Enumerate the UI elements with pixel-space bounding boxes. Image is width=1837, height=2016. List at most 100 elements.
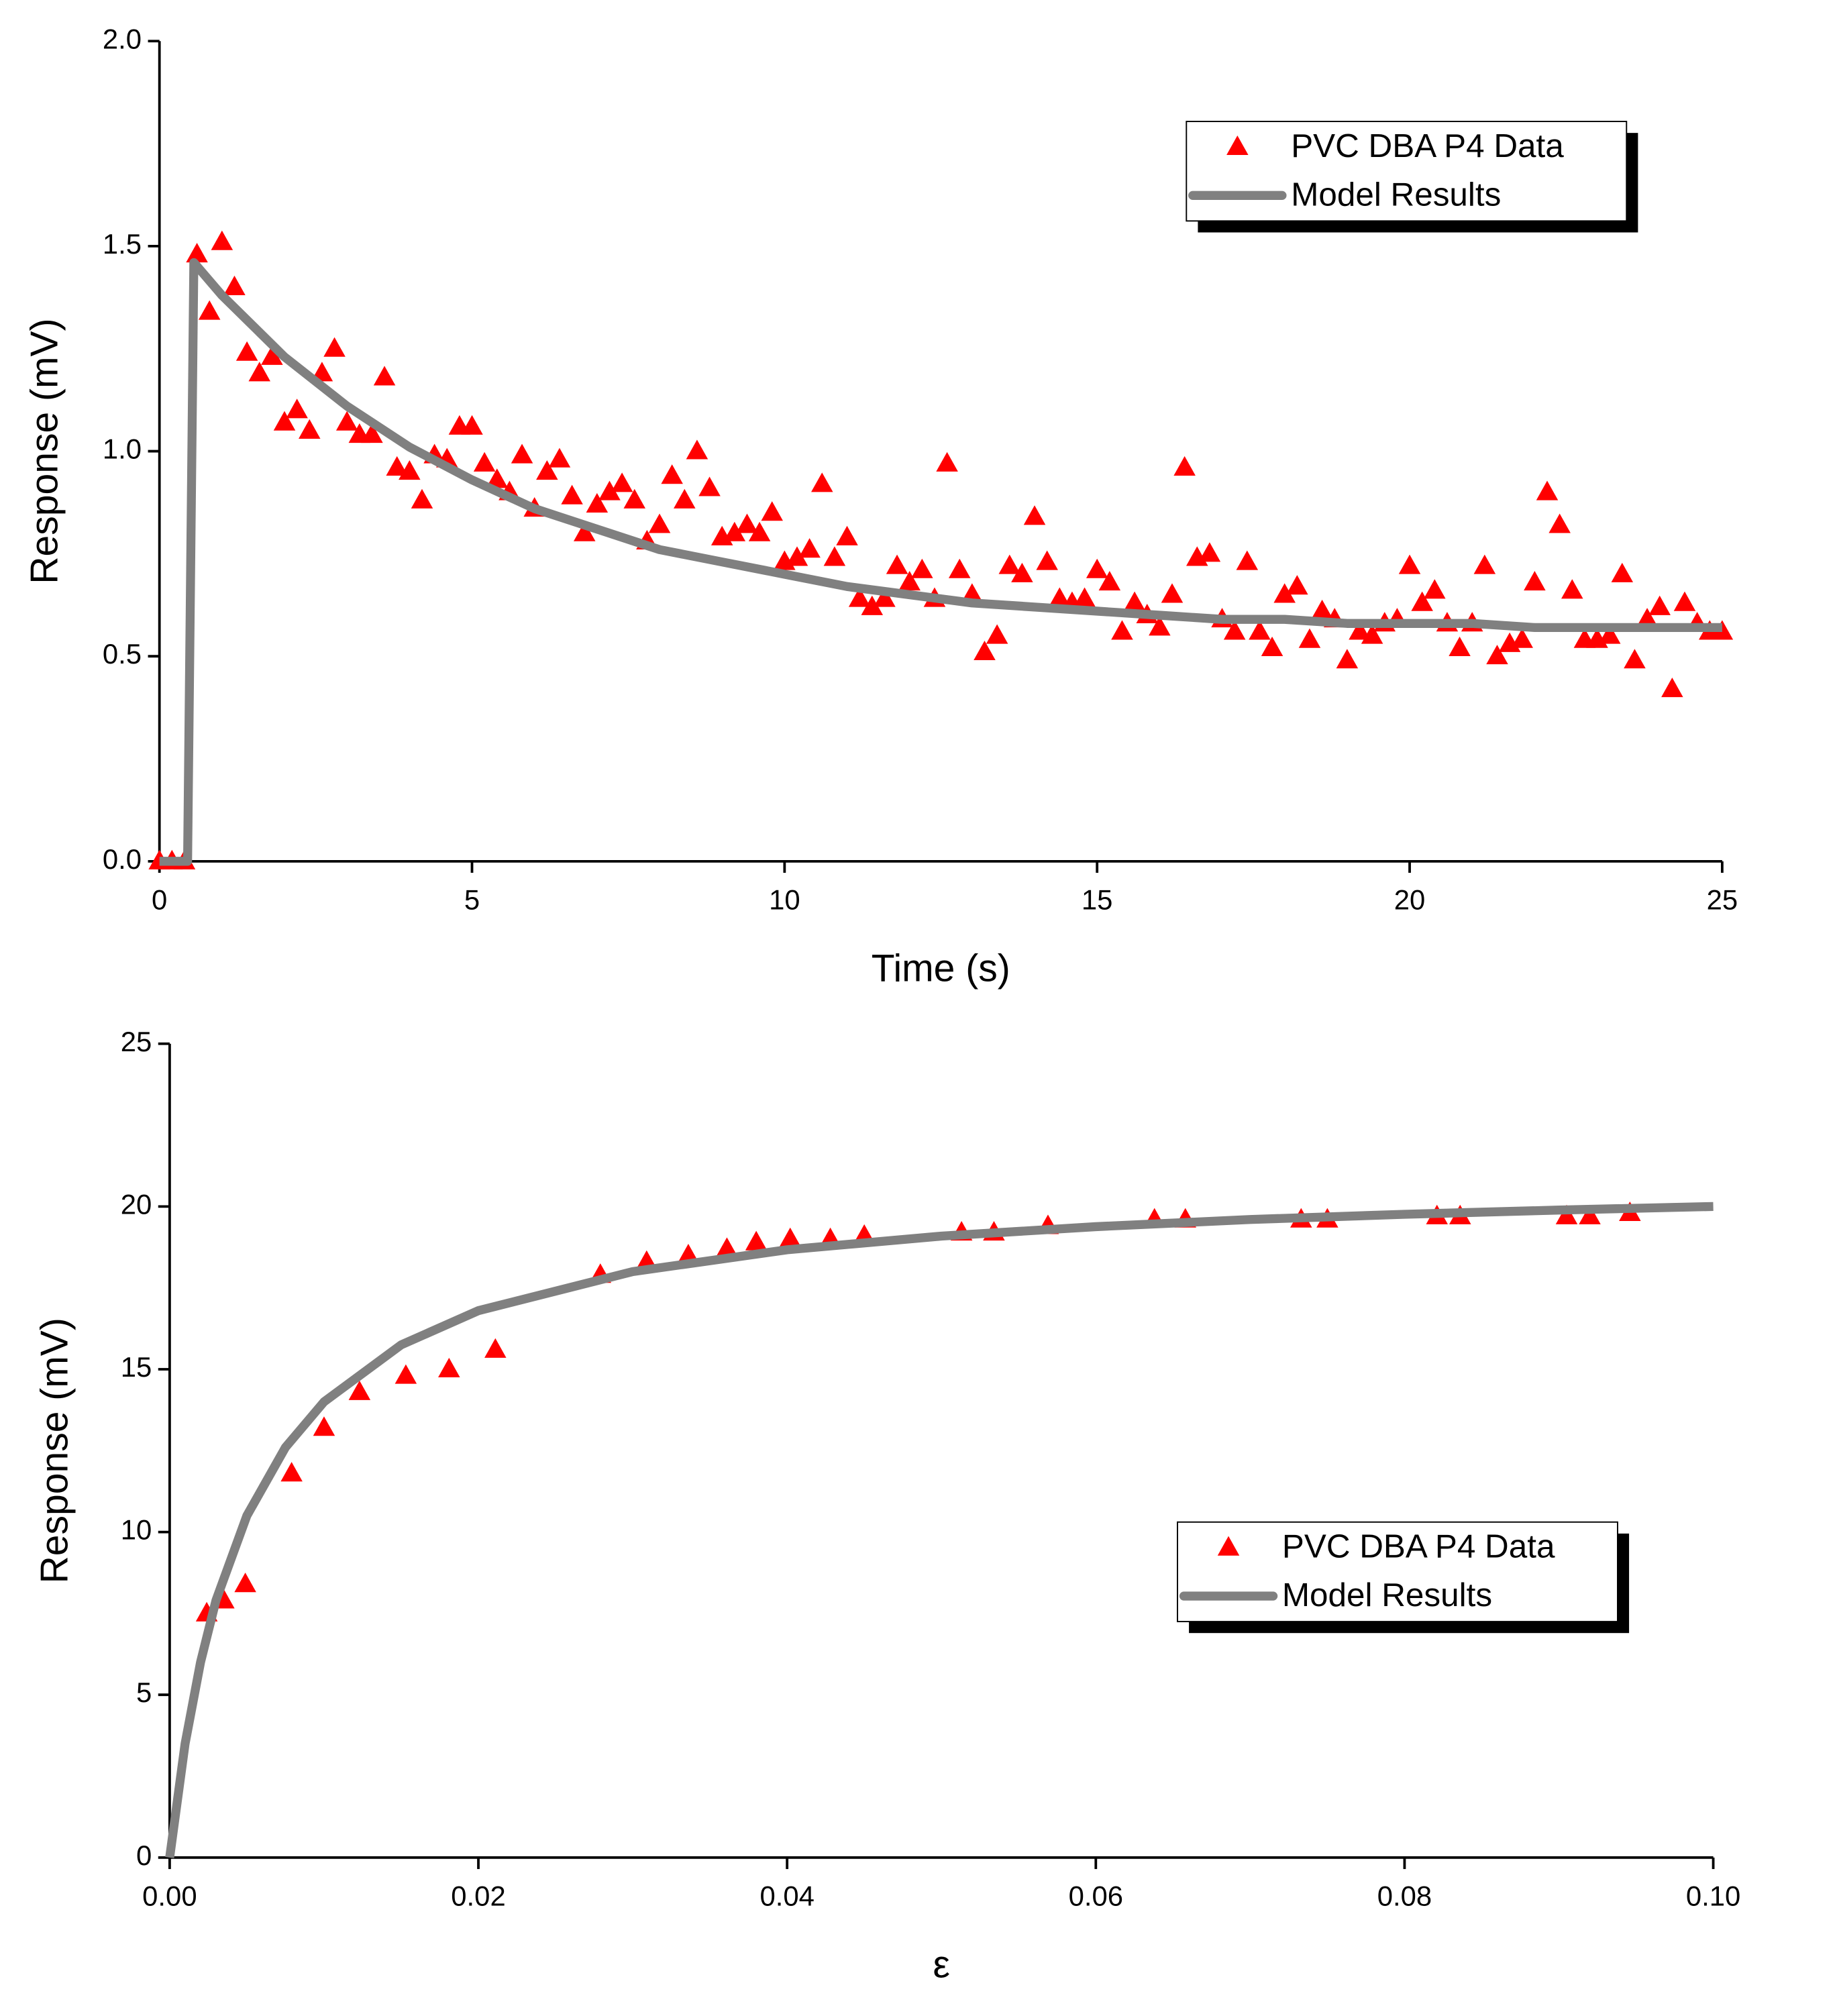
- data-point: [1549, 513, 1571, 533]
- legend-label: Model Results: [1282, 1577, 1492, 1613]
- data-point: [411, 488, 433, 509]
- data-point: [986, 624, 1008, 644]
- data-point: [674, 488, 696, 509]
- data-point: [1624, 649, 1646, 669]
- data-point: [461, 415, 483, 435]
- data-point: [1661, 677, 1683, 698]
- data-point: [1524, 571, 1546, 591]
- data-point: [716, 1237, 738, 1257]
- data-point: [911, 558, 933, 578]
- data-point: [1023, 505, 1046, 525]
- data-point: [798, 538, 821, 558]
- data-point: [698, 476, 721, 496]
- data-point: [1286, 575, 1308, 595]
- data-point: [286, 399, 308, 419]
- data-point: [373, 366, 396, 386]
- data-point: [886, 554, 908, 574]
- data-point: [648, 513, 671, 533]
- data-point: [248, 362, 270, 382]
- x-tick-label: 20: [1394, 884, 1426, 916]
- data-point: [299, 419, 321, 439]
- data-point: [974, 640, 996, 661]
- y-tick-label: 15: [121, 1351, 152, 1383]
- y-axis-title: Response (mV): [34, 1318, 76, 1583]
- data-point: [1311, 599, 1333, 619]
- data-point: [736, 513, 758, 533]
- data-point: [1473, 554, 1496, 574]
- data-point: [335, 411, 358, 431]
- legend-marker: [1217, 1536, 1240, 1556]
- legend: PVC DBA P4 Data Model Results: [1177, 1521, 1630, 1634]
- data-point: [948, 558, 971, 578]
- legend: PVC DBA P4 Data Model Results: [1186, 121, 1638, 233]
- data-point: [786, 546, 808, 566]
- data-point: [511, 443, 533, 464]
- data-point: [313, 1416, 335, 1436]
- data-point: [836, 525, 858, 545]
- chart: 0 5 10 15 20 25 0.00 0.02 0.04 0.06 0.08 0.10 ε Respo…: [34, 1026, 1741, 1986]
- data-point: [1249, 620, 1271, 640]
- data-point: [234, 1573, 256, 1593]
- data-point: [1648, 595, 1671, 615]
- data-point: [1173, 456, 1196, 476]
- data-point: [486, 468, 509, 488]
- data-point: [611, 472, 633, 492]
- data-point: [1111, 620, 1133, 640]
- data-point: [1236, 550, 1259, 570]
- x-tick-label: 0.00: [142, 1880, 197, 1912]
- legend-label: PVC DBA P4 Data: [1282, 1528, 1555, 1565]
- data-point: [323, 337, 346, 357]
- data-point: [484, 1338, 507, 1358]
- x-tick-label: 25: [1707, 884, 1738, 916]
- data-point: [223, 275, 246, 296]
- data-point: [1411, 591, 1433, 611]
- data-point: [1336, 649, 1359, 669]
- data-point: [748, 521, 771, 541]
- data-point: [898, 571, 921, 591]
- data-point: [473, 452, 496, 472]
- data-point: [586, 492, 609, 513]
- data-point: [280, 1462, 303, 1482]
- y-tick-label: 25: [121, 1026, 152, 1057]
- data-point: [235, 341, 258, 361]
- data-point: [1424, 579, 1446, 599]
- y-tick-label: 1.5: [103, 228, 142, 260]
- data-point: [779, 1227, 802, 1247]
- y-tick-label: 10: [121, 1514, 152, 1546]
- data-point: [1361, 624, 1383, 644]
- data-point: [1555, 1204, 1578, 1224]
- y-tick-label: 0.0: [103, 843, 142, 875]
- data-point: [1561, 579, 1583, 599]
- y-tick-label: 0.5: [103, 638, 142, 670]
- data-point: [1579, 1204, 1601, 1224]
- x-tick-label: 15: [1082, 884, 1113, 916]
- data-point: [661, 464, 683, 484]
- x-tick-label: 0: [152, 884, 167, 916]
- y-axis-title: Response (mV): [23, 318, 66, 584]
- data-point: [1298, 628, 1321, 648]
- data-point: [573, 521, 596, 541]
- data-point: [399, 460, 421, 480]
- data-point: [761, 501, 783, 521]
- chart: 0.0 0.5 1.0 1.5 2.0 0 5 10 15 20 25 Time (s) Respons…: [23, 23, 1738, 990]
- data-point: [198, 300, 221, 320]
- data-point: [1011, 562, 1033, 582]
- data-point: [273, 411, 296, 431]
- data-point: [848, 587, 871, 607]
- x-tick-label: 0.08: [1377, 1880, 1432, 1912]
- data-point: [395, 1364, 417, 1384]
- data-point: [1198, 542, 1221, 562]
- data-point: [1598, 624, 1621, 644]
- data-point: [548, 447, 571, 468]
- data-point: [1049, 587, 1071, 607]
- data-point: [1673, 591, 1696, 611]
- x-axis-title: Time (s): [872, 947, 1010, 990]
- data-point: [1449, 636, 1471, 656]
- x-tick-label: 0.06: [1069, 1880, 1123, 1912]
- data-point: [1123, 591, 1146, 611]
- y-tick-label: 0: [136, 1840, 152, 1871]
- data-point: [1149, 616, 1171, 636]
- data-point: [186, 243, 208, 263]
- data-point: [1261, 636, 1283, 656]
- model-line: [159, 258, 1722, 866]
